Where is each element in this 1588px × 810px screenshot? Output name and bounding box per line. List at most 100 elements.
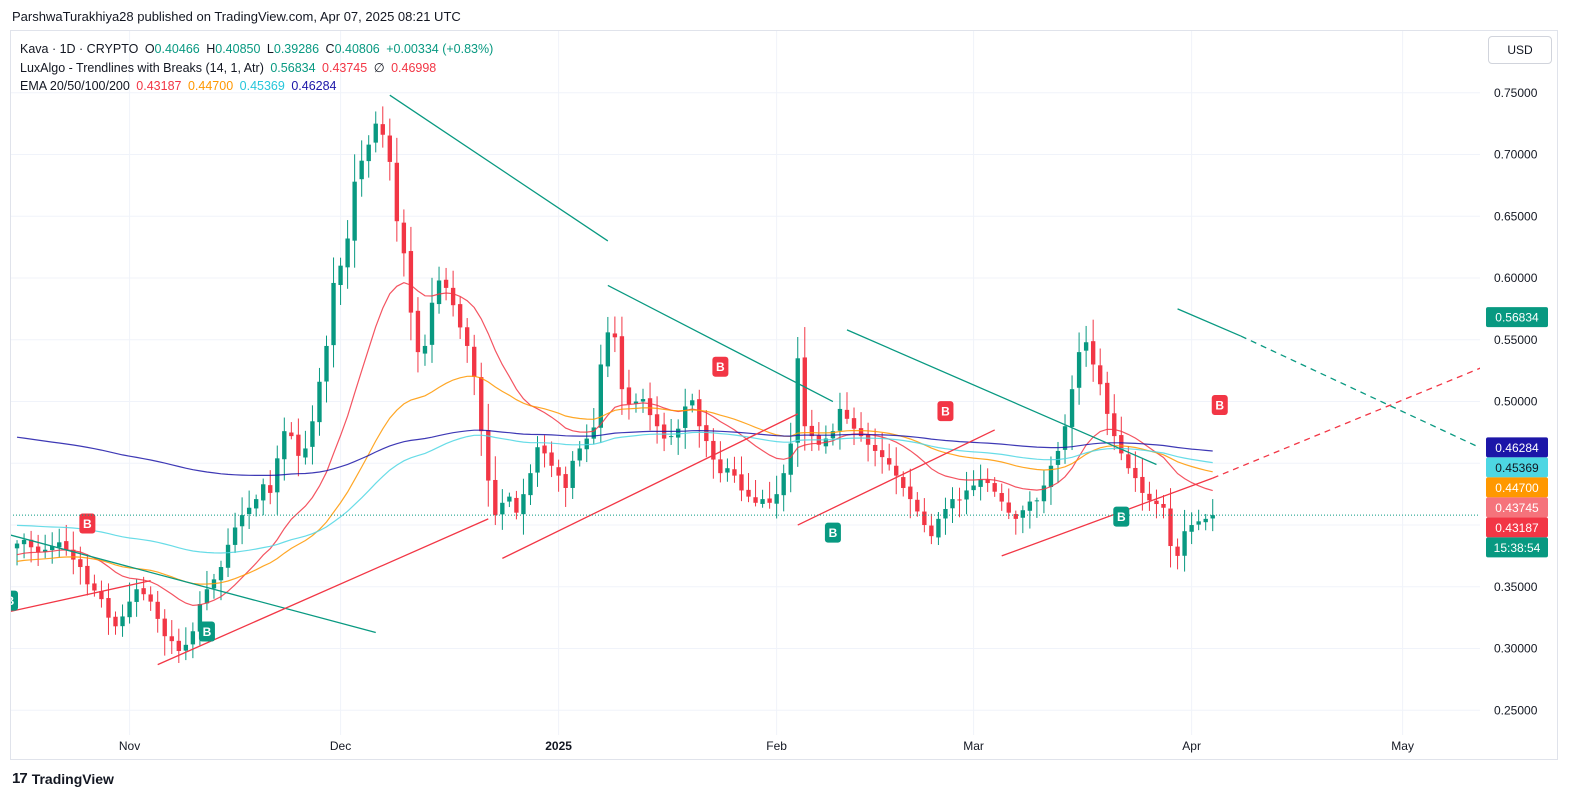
candle-body: [1027, 501, 1033, 511]
candle-body: [1210, 515, 1215, 519]
indicator1-name[interactable]: LuxAlgo - Trendlines with Breaks (14, 1,…: [20, 60, 264, 75]
candle-body: [366, 144, 371, 162]
candle-body: [844, 409, 850, 419]
tradingview-brand: TradingView: [31, 770, 114, 787]
candle-body: [472, 346, 477, 377]
candle-body: [64, 541, 69, 550]
candle-body: [1083, 342, 1089, 351]
candle-body: [591, 427, 596, 439]
candle-body: [1105, 382, 1110, 414]
price-badge: 0.45369: [1486, 457, 1548, 478]
candle-body: [1154, 500, 1159, 505]
candle-body: [563, 474, 568, 488]
candle-body: [992, 483, 997, 492]
candle-body: [640, 399, 646, 402]
trendline: [1001, 477, 1213, 557]
candle-body: [1069, 389, 1075, 427]
candle-body: [577, 448, 582, 461]
y-tick-label: 0.75000: [1494, 86, 1538, 100]
candle-body: [633, 401, 639, 404]
candle-body: [493, 479, 498, 516]
candle-body: [99, 591, 104, 600]
indicator2-name[interactable]: EMA 20/50/100/200: [20, 79, 130, 93]
candle-body: [71, 549, 76, 560]
signal-label: B: [203, 625, 212, 639]
price-badge-label: 0.46284: [1495, 441, 1539, 455]
signal-label: B: [83, 517, 92, 531]
candle-body: [92, 583, 97, 591]
trendline: [10, 579, 151, 613]
candle-body: [1161, 503, 1166, 508]
candle-body: [929, 525, 934, 537]
candle-body: [542, 445, 547, 454]
candle-body: [837, 408, 843, 431]
candle-body: [851, 418, 857, 429]
tradingview-footer[interactable]: 17 TradingView: [12, 770, 114, 787]
candle-body: [394, 162, 400, 222]
candle-body: [690, 400, 695, 406]
signal-label: B: [6, 594, 15, 608]
legend-symbol-row: Kava · 1D · CRYPTO O0.40466 H0.40850 L0.…: [20, 40, 496, 59]
candle-body: [450, 287, 456, 306]
chart-legend: Kava · 1D · CRYPTO O0.40466 H0.40850 L0.…: [20, 40, 496, 96]
candle-body: [57, 542, 62, 548]
candle-body: [1034, 500, 1040, 502]
candle-body: [190, 631, 196, 645]
candle-body: [127, 601, 132, 618]
candle-body: [1133, 467, 1138, 479]
candle-body: [1112, 413, 1117, 437]
candle-body: [767, 498, 772, 503]
symbol-name[interactable]: Kava · 1D · CRYPTO: [20, 42, 139, 56]
candle-body: [1175, 546, 1180, 556]
candle-body: [239, 515, 245, 527]
candle-body: [985, 479, 990, 484]
candle-body: [479, 377, 484, 432]
price-badge: 15:38:54: [1486, 537, 1548, 558]
candle-body: [584, 438, 589, 450]
candle-body: [14, 543, 20, 549]
candle-body: [936, 518, 941, 538]
signal-label: B: [716, 360, 725, 374]
candle-body: [1006, 502, 1011, 513]
trendline: [10, 534, 376, 634]
candle-body: [486, 430, 491, 481]
candle-body: [901, 477, 906, 488]
trendline: [1212, 367, 1480, 479]
y-tick-label: 0.55000: [1494, 333, 1538, 347]
price-badge-bg: [1486, 477, 1548, 498]
candle-body: [528, 473, 533, 496]
price-badge-label: 0.44700: [1495, 481, 1539, 495]
signal-box: [198, 621, 215, 642]
candle-body: [408, 251, 414, 313]
signal-box: [712, 356, 729, 377]
signal-label: B: [1117, 510, 1126, 524]
bullish-break-signal: B: [6, 590, 18, 611]
candle-body: [387, 135, 392, 162]
y-tick-label: 0.35000: [1494, 580, 1538, 594]
trendline: [797, 429, 995, 526]
signal-box: [10, 590, 18, 611]
candle-body: [894, 465, 899, 476]
price-badge-label: 0.56834: [1495, 311, 1539, 325]
signal-box: [937, 401, 954, 422]
candle-body: [422, 345, 428, 354]
candle-body: [28, 539, 34, 548]
candle-body: [317, 381, 322, 423]
trendline: [502, 413, 799, 559]
candle-body: [1090, 341, 1096, 365]
ema20-value: 0.43187: [136, 79, 182, 93]
signal-label: B: [1215, 398, 1224, 412]
candle-body: [1098, 365, 1103, 385]
candle-body: [915, 499, 920, 512]
candle-body: [310, 421, 315, 447]
candle-body: [647, 398, 653, 416]
candle-body: [999, 493, 1004, 502]
price-badge-label: 15:38:54: [1494, 541, 1541, 555]
candle-body: [514, 497, 519, 513]
candle-body: [331, 282, 336, 346]
price-badge-bg: [1486, 517, 1548, 538]
candle-body: [865, 434, 871, 445]
candle-body: [204, 589, 210, 604]
currency-button[interactable]: USD: [1488, 36, 1552, 64]
